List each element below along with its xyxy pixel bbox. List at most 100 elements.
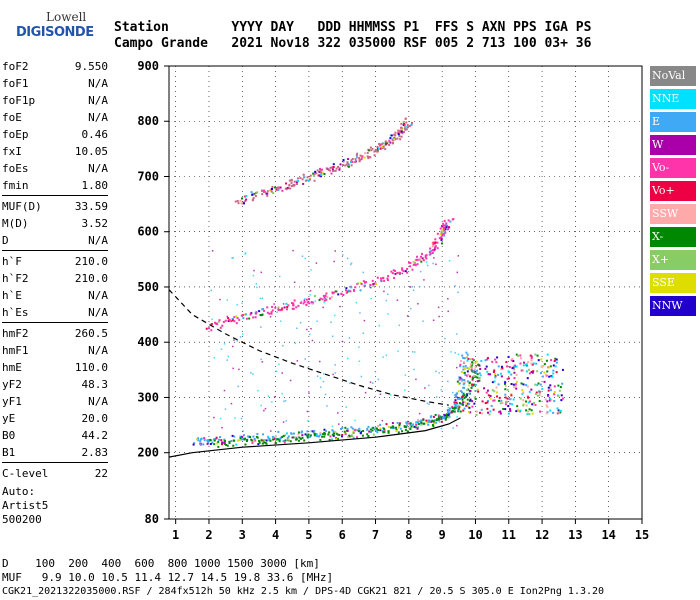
echo-point bbox=[387, 431, 390, 434]
echo-point bbox=[308, 435, 311, 438]
echo-point bbox=[248, 317, 251, 320]
echo-point bbox=[467, 405, 470, 408]
echo-point bbox=[317, 435, 320, 438]
param-name: hmF2 bbox=[2, 327, 29, 340]
echo-point bbox=[477, 390, 480, 393]
echo-point bbox=[342, 254, 344, 256]
echo-point bbox=[519, 409, 522, 412]
echo-point bbox=[402, 131, 405, 134]
echo-point bbox=[290, 181, 293, 184]
echo-point bbox=[391, 272, 394, 275]
echo-point bbox=[504, 393, 507, 396]
echo-point bbox=[331, 335, 334, 338]
echo-point bbox=[543, 371, 546, 374]
echo-point bbox=[313, 172, 316, 175]
param-value: 44.2 bbox=[81, 429, 109, 442]
echo-point bbox=[447, 412, 450, 415]
echo-point bbox=[462, 386, 465, 389]
echo-point bbox=[329, 435, 332, 438]
echo-point bbox=[272, 192, 275, 195]
echo-point bbox=[384, 142, 387, 145]
echo-point bbox=[323, 435, 326, 438]
echo-point bbox=[379, 147, 382, 150]
echo-point bbox=[247, 435, 250, 438]
echo-point bbox=[443, 226, 446, 229]
echo-point bbox=[552, 364, 555, 367]
echo-point bbox=[282, 344, 284, 347]
param-row: D N/A bbox=[2, 232, 108, 249]
echo-point bbox=[221, 324, 224, 327]
echo-point bbox=[428, 253, 431, 256]
echo-point bbox=[405, 121, 408, 124]
echo-point bbox=[315, 434, 318, 437]
echo-point bbox=[457, 408, 460, 411]
echo-point bbox=[493, 390, 496, 393]
echo-point bbox=[512, 398, 515, 401]
echo-point bbox=[381, 430, 384, 433]
echo-point bbox=[270, 311, 273, 314]
echo-point bbox=[300, 430, 303, 433]
echo-point bbox=[350, 262, 353, 264]
echo-point bbox=[527, 361, 530, 364]
param-name: foEp bbox=[2, 128, 29, 141]
echo-point bbox=[360, 158, 363, 161]
echo-point bbox=[515, 387, 518, 390]
param-value: 33.59 bbox=[74, 200, 108, 213]
echo-point bbox=[415, 378, 417, 381]
echo-point bbox=[492, 370, 495, 373]
echo-point bbox=[319, 377, 322, 379]
echo-point bbox=[401, 430, 404, 433]
echo-point bbox=[390, 134, 393, 137]
echo-point bbox=[442, 415, 445, 418]
echo-point bbox=[290, 179, 293, 182]
echo-point bbox=[236, 340, 238, 342]
echo-point bbox=[481, 412, 484, 415]
echo-point bbox=[528, 400, 531, 403]
echo-point bbox=[288, 179, 291, 182]
echo-point bbox=[459, 359, 462, 362]
echo-point bbox=[531, 363, 534, 366]
echo-point bbox=[392, 426, 395, 429]
echo-point bbox=[466, 374, 469, 377]
echo-point bbox=[388, 426, 391, 429]
echo-point bbox=[322, 294, 325, 297]
echo-point bbox=[366, 428, 369, 431]
echo-point bbox=[435, 263, 437, 266]
echo-point bbox=[242, 430, 245, 432]
echo-point bbox=[231, 319, 234, 322]
echo-point bbox=[264, 407, 267, 410]
param-name: fmin bbox=[2, 179, 29, 192]
echo-point bbox=[469, 365, 472, 368]
echo-point bbox=[476, 373, 479, 376]
echo-point bbox=[550, 398, 553, 401]
echo-point bbox=[278, 363, 280, 366]
echo-point bbox=[238, 318, 241, 321]
echo-point bbox=[268, 437, 271, 440]
echo-point bbox=[335, 167, 338, 170]
echo-point bbox=[210, 329, 213, 332]
echo-point bbox=[223, 438, 226, 441]
echo-point bbox=[338, 167, 341, 170]
echo-point bbox=[306, 179, 309, 182]
legend-item: Vo- bbox=[650, 158, 696, 178]
x-tick-label: 12 bbox=[535, 528, 549, 542]
echo-point bbox=[416, 255, 419, 258]
echo-point bbox=[503, 382, 506, 385]
echo-point bbox=[245, 317, 248, 320]
echo-point bbox=[431, 245, 434, 248]
echo-point bbox=[434, 419, 437, 422]
echo-point bbox=[354, 158, 357, 161]
echo-point bbox=[475, 371, 478, 374]
echo-point bbox=[549, 389, 552, 392]
x-tick-label: 4 bbox=[272, 528, 279, 542]
echo-point bbox=[336, 437, 339, 440]
echo-point bbox=[444, 230, 447, 233]
echo-point bbox=[233, 320, 236, 323]
echo-point bbox=[305, 298, 308, 301]
echo-point bbox=[278, 440, 281, 443]
echo-point bbox=[409, 426, 412, 429]
echo-point bbox=[407, 261, 410, 264]
param-value: 2.83 bbox=[81, 446, 109, 459]
echo-point bbox=[244, 253, 246, 255]
echo-point bbox=[481, 400, 484, 403]
